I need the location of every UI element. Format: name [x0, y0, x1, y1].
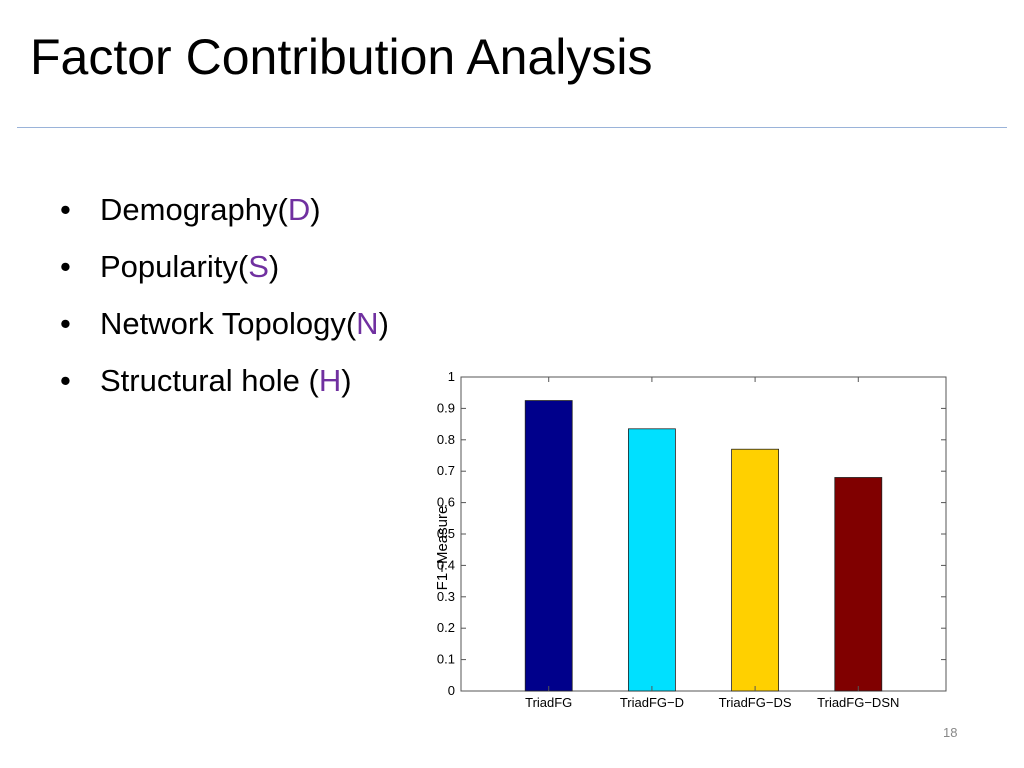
plot-area: 0 0.1 0.2 0.3 0.4 0.5 0.6 0.7 0.8 0.9 1 TriadFG Tria…	[437, 369, 947, 710]
bullet-item-network-topology: • Network Topology(N)	[60, 302, 389, 359]
bullet-item-popularity: • Popularity(S)	[60, 245, 389, 302]
y-tick-label: 0.4	[437, 557, 455, 572]
bullet-item-demography: • Demography(D)	[60, 188, 389, 245]
bullet-accent-letter: N	[356, 306, 379, 341]
x-tick-label: TriadFG−DSN	[817, 695, 899, 710]
x-tick-label: TriadFG−DS	[719, 695, 792, 710]
bar-3	[834, 477, 883, 692]
bullet-close: )	[341, 363, 352, 398]
bullet-dot-icon: •	[60, 306, 71, 341]
slide-title: Factor Contribution Analysis	[30, 29, 653, 85]
y-tick-label: 0.2	[437, 620, 455, 635]
bullet-item-structural-hole: • Structural hole (H)	[60, 359, 389, 416]
bullet-accent-letter: H	[318, 363, 342, 398]
bar-0	[524, 400, 573, 692]
title-divider	[17, 127, 1007, 128]
x-tick-label: TriadFG−D	[620, 695, 684, 710]
bar-1	[628, 428, 676, 692]
bullet-dot-icon: •	[60, 249, 71, 284]
y-tick-label: 1	[448, 369, 455, 384]
y-tick-label: 0.6	[437, 495, 455, 510]
bullet-text: Demography(	[100, 192, 288, 227]
bullet-text: Popularity(	[100, 249, 249, 284]
bullet-close: )	[268, 249, 280, 284]
f1-bar-chart: 0 0.1 0.2 0.3 0.4 0.5 0.6 0.7 0.8 0.9 1 TriadFG Tria…	[434, 369, 947, 710]
bullet-accent-letter: D	[287, 192, 311, 227]
bullet-dot-icon: •	[60, 192, 71, 227]
bullet-text: Network Topology(	[100, 306, 357, 341]
page-number: 18	[943, 725, 958, 740]
y-tick-label: 0.3	[437, 589, 455, 604]
y-tick-label: 0.1	[437, 652, 455, 667]
bar-2	[731, 448, 779, 692]
bullet-list: • Demography(D) • Popularity(S) • Networ…	[60, 188, 389, 416]
bullet-close: )	[378, 306, 389, 341]
y-tick-label: 0.5	[437, 526, 455, 541]
y-tick-label: 0	[448, 683, 455, 698]
y-tick-label: 0.9	[437, 400, 455, 415]
y-tick-label: 0.8	[437, 432, 455, 447]
bullet-text: Structural hole (	[100, 363, 319, 398]
bullet-accent-letter: S	[248, 249, 269, 284]
y-axis-label: F1−Measure	[434, 506, 451, 591]
y-tick-label: 0.7	[437, 463, 455, 478]
bullet-close: )	[310, 192, 321, 227]
x-tick-label: TriadFG	[525, 695, 572, 710]
bullet-dot-icon: •	[60, 363, 71, 398]
